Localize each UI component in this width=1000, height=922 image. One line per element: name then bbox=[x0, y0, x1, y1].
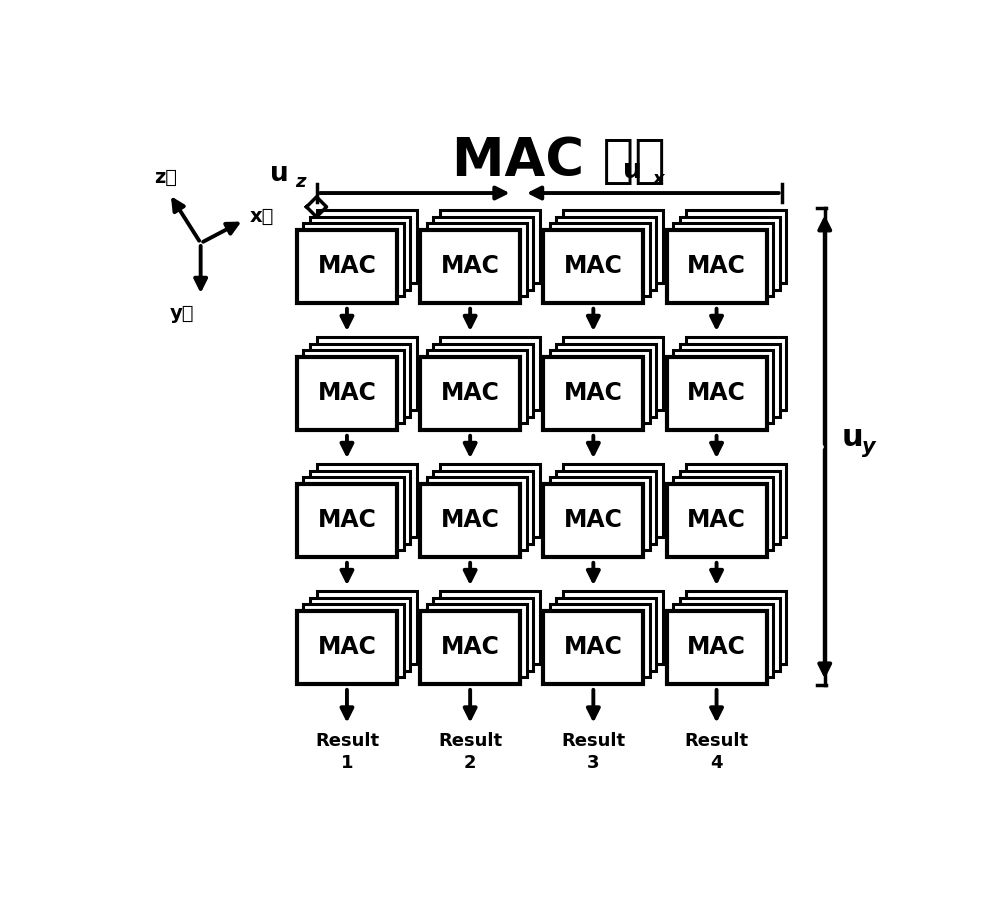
Bar bbox=[686, 591, 786, 664]
Text: MAC: MAC bbox=[318, 381, 376, 406]
Bar bbox=[433, 344, 533, 417]
Text: MAC: MAC bbox=[687, 635, 746, 659]
Bar bbox=[543, 230, 643, 302]
Text: z轴: z轴 bbox=[154, 168, 177, 187]
Bar bbox=[310, 344, 410, 417]
Bar bbox=[680, 344, 780, 417]
Text: MAC: MAC bbox=[441, 635, 500, 659]
Bar bbox=[563, 464, 663, 538]
Bar bbox=[686, 210, 786, 283]
Bar bbox=[427, 223, 527, 296]
Bar bbox=[673, 604, 773, 678]
Text: Result
2: Result 2 bbox=[438, 732, 502, 772]
Bar bbox=[556, 344, 656, 417]
Text: MAC: MAC bbox=[687, 254, 746, 278]
Text: u: u bbox=[842, 423, 863, 452]
Bar bbox=[673, 350, 773, 423]
Text: MAC: MAC bbox=[441, 254, 500, 278]
Bar bbox=[317, 591, 417, 664]
Bar bbox=[543, 610, 643, 684]
Bar bbox=[310, 470, 410, 544]
Bar bbox=[563, 591, 663, 664]
Bar bbox=[427, 350, 527, 423]
Text: MAC: MAC bbox=[318, 254, 376, 278]
Bar bbox=[667, 484, 767, 557]
Bar bbox=[556, 597, 656, 671]
Text: MAC: MAC bbox=[687, 381, 746, 406]
Bar bbox=[556, 217, 656, 290]
Text: x: x bbox=[653, 171, 665, 188]
Text: MAC: MAC bbox=[687, 508, 746, 532]
Text: MAC: MAC bbox=[441, 381, 500, 406]
Bar bbox=[686, 337, 786, 410]
Bar bbox=[440, 337, 540, 410]
Bar bbox=[556, 470, 656, 544]
Bar bbox=[420, 230, 520, 302]
Text: u: u bbox=[623, 158, 642, 183]
Text: MAC: MAC bbox=[318, 635, 376, 659]
Bar bbox=[550, 350, 650, 423]
Bar bbox=[303, 223, 404, 296]
Text: u: u bbox=[270, 160, 289, 187]
Text: z: z bbox=[295, 173, 305, 192]
Text: Result
3: Result 3 bbox=[561, 732, 625, 772]
Bar bbox=[543, 484, 643, 557]
Bar bbox=[667, 230, 767, 302]
Bar bbox=[303, 478, 404, 550]
Text: x轴: x轴 bbox=[250, 207, 274, 226]
Bar bbox=[543, 357, 643, 430]
Bar bbox=[297, 357, 397, 430]
Bar bbox=[317, 464, 417, 538]
Bar bbox=[297, 484, 397, 557]
Bar bbox=[440, 210, 540, 283]
Bar bbox=[680, 217, 780, 290]
Bar bbox=[297, 230, 397, 302]
Bar bbox=[550, 223, 650, 296]
Bar bbox=[317, 337, 417, 410]
Bar bbox=[310, 217, 410, 290]
Text: MAC 阵列: MAC 阵列 bbox=[452, 136, 666, 187]
Bar bbox=[680, 470, 780, 544]
Text: Result
1: Result 1 bbox=[315, 732, 379, 772]
Bar bbox=[433, 597, 533, 671]
Bar bbox=[440, 464, 540, 538]
Text: y轴: y轴 bbox=[170, 304, 194, 324]
Bar bbox=[563, 210, 663, 283]
Bar bbox=[310, 597, 410, 671]
Bar bbox=[550, 604, 650, 678]
Bar bbox=[297, 610, 397, 684]
Bar bbox=[563, 337, 663, 410]
Text: MAC: MAC bbox=[441, 508, 500, 532]
Bar bbox=[433, 217, 533, 290]
Text: MAC: MAC bbox=[564, 254, 623, 278]
Bar bbox=[427, 604, 527, 678]
Bar bbox=[420, 484, 520, 557]
Bar bbox=[317, 210, 417, 283]
Bar bbox=[303, 604, 404, 678]
Text: MAC: MAC bbox=[564, 381, 623, 406]
Text: y: y bbox=[862, 437, 875, 457]
Bar bbox=[303, 350, 404, 423]
Bar bbox=[550, 478, 650, 550]
Bar bbox=[427, 478, 527, 550]
Text: Result
4: Result 4 bbox=[684, 732, 749, 772]
Bar bbox=[673, 223, 773, 296]
Bar bbox=[420, 610, 520, 684]
Text: MAC: MAC bbox=[564, 508, 623, 532]
Bar bbox=[680, 597, 780, 671]
Text: MAC: MAC bbox=[564, 635, 623, 659]
Bar bbox=[686, 464, 786, 538]
Bar bbox=[667, 610, 767, 684]
Bar bbox=[433, 470, 533, 544]
Bar bbox=[420, 357, 520, 430]
Text: MAC: MAC bbox=[318, 508, 376, 532]
Bar bbox=[440, 591, 540, 664]
Bar bbox=[667, 357, 767, 430]
Bar bbox=[673, 478, 773, 550]
